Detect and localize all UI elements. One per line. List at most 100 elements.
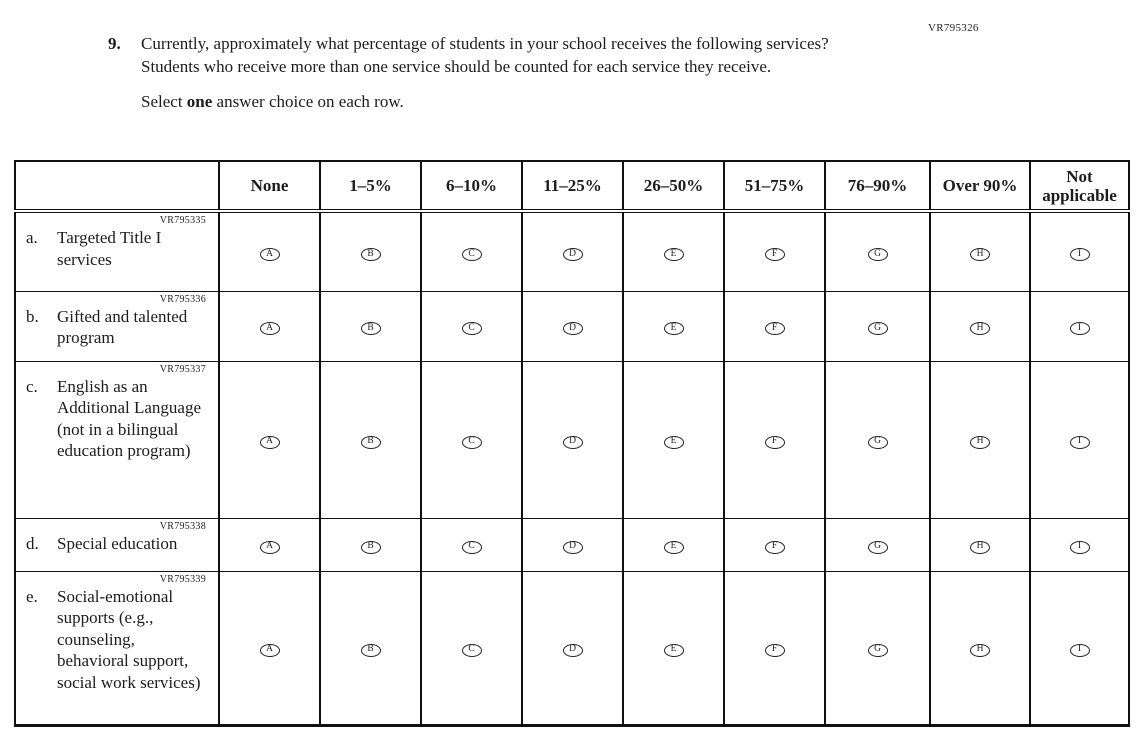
- answer-cell: I: [1029, 360, 1130, 519]
- answer-cell: D: [521, 360, 624, 519]
- column-header-none: None: [218, 160, 321, 213]
- option-bubble-d[interactable]: D: [562, 322, 583, 336]
- option-bubble-g[interactable]: G: [867, 322, 888, 336]
- option-bubble-b[interactable]: B: [360, 540, 381, 554]
- table-row: VR795336 b. Gifted and talented program …: [14, 290, 1130, 362]
- option-bubble-h[interactable]: H: [970, 540, 990, 554]
- row-label-text: Social-emotional supports (e.g., counsel…: [57, 586, 201, 692]
- header-blank-cell: [14, 160, 220, 213]
- row-label-cell: VR795337 c. English as an Additional Lan…: [14, 360, 220, 519]
- answer-cell: D: [521, 570, 624, 726]
- table-row: VR795339 e. Social-emotional supports (e…: [14, 570, 1130, 726]
- row-letter-prefix: e.: [26, 586, 38, 606]
- option-bubble-a[interactable]: A: [259, 435, 280, 449]
- option-bubble-f[interactable]: F: [764, 435, 785, 449]
- question-text: Currently, approximately what percentage…: [141, 34, 829, 76]
- option-bubble-d[interactable]: D: [562, 435, 583, 449]
- option-bubble-c[interactable]: C: [461, 435, 482, 449]
- option-bubble-g[interactable]: G: [867, 643, 888, 657]
- option-bubble-a[interactable]: A: [259, 643, 280, 657]
- option-bubble-a[interactable]: A: [259, 540, 280, 554]
- row-label-text: English as an Additional Language (not i…: [57, 376, 201, 461]
- row-vr-code: VR795335: [159, 215, 206, 226]
- option-bubble-f[interactable]: F: [764, 643, 785, 657]
- option-bubble-e[interactable]: E: [663, 643, 684, 657]
- column-header-1-5: 1–5%: [319, 160, 422, 213]
- option-bubble-b[interactable]: B: [360, 435, 381, 449]
- column-header-76-90: 76–90%: [824, 160, 931, 213]
- answer-cell: B: [319, 290, 422, 362]
- option-bubble-i[interactable]: I: [1069, 435, 1090, 449]
- option-bubble-b[interactable]: B: [360, 322, 381, 336]
- answer-cell: H: [929, 570, 1031, 726]
- answer-cell: H: [929, 290, 1031, 362]
- row-label-cell: VR795338 d. Special education: [14, 517, 220, 572]
- option-bubble-f[interactable]: F: [764, 322, 785, 336]
- answer-cell: I: [1029, 517, 1130, 572]
- answer-cell: H: [929, 210, 1031, 292]
- row-vr-code: VR795338: [159, 520, 206, 532]
- row-label-line: d. Special education: [16, 533, 218, 555]
- answer-cell: I: [1029, 290, 1130, 362]
- table-row: VR795338 d. Special education A B C D E F G H I: [14, 517, 1130, 572]
- question-number: 9.: [108, 34, 121, 53]
- column-header-11-25: 11–25%: [521, 160, 624, 213]
- instruction-suffix: answer choice on each row.: [212, 92, 404, 111]
- option-bubble-d[interactable]: D: [562, 540, 583, 554]
- table-row: VR795337 c. English as an Additional Lan…: [14, 360, 1130, 519]
- answer-cell: H: [929, 517, 1031, 572]
- answer-cell: C: [420, 570, 523, 726]
- column-header-26-50: 26–50%: [622, 160, 725, 213]
- option-bubble-e[interactable]: E: [663, 540, 684, 554]
- option-bubble-a[interactable]: A: [259, 322, 280, 336]
- option-bubble-i[interactable]: I: [1069, 643, 1090, 657]
- answer-cell: A: [218, 360, 321, 519]
- option-bubble-h[interactable]: H: [970, 247, 990, 261]
- page-vr-code: VR795326: [928, 22, 979, 34]
- option-bubble-f[interactable]: F: [764, 540, 785, 554]
- option-bubble-h[interactable]: H: [970, 322, 990, 336]
- option-bubble-i[interactable]: I: [1069, 540, 1090, 554]
- column-header-over-90: Over 90%: [929, 160, 1031, 213]
- option-bubble-d[interactable]: D: [562, 247, 583, 261]
- option-bubble-c[interactable]: C: [461, 247, 482, 261]
- row-letter-prefix: c.: [26, 376, 38, 396]
- row-label-line: e. Social-emotional supports (e.g., coun…: [16, 586, 218, 694]
- question-body: Currently, approximately what percentage…: [141, 32, 879, 113]
- option-bubble-b[interactable]: B: [360, 643, 381, 657]
- answer-cell: A: [218, 517, 321, 572]
- option-bubble-h[interactable]: H: [970, 435, 990, 449]
- row-label-text: Special education: [57, 533, 178, 553]
- column-header-51-75: 51–75%: [723, 160, 826, 213]
- option-bubble-i[interactable]: I: [1069, 322, 1090, 336]
- answer-cell: B: [319, 360, 422, 519]
- option-bubble-a[interactable]: A: [259, 247, 280, 261]
- answer-rows: VR795335 a. Targeted Title I services A B…: [14, 210, 1130, 726]
- header-row: None 1–5% 6–10% 11–25% 26–50% 51–75% 76–…: [14, 160, 1130, 213]
- option-bubble-b[interactable]: B: [360, 247, 381, 261]
- option-bubble-i[interactable]: I: [1069, 247, 1090, 261]
- option-bubble-c[interactable]: C: [461, 643, 482, 657]
- option-bubble-g[interactable]: G: [867, 247, 888, 261]
- option-bubble-g[interactable]: G: [867, 540, 888, 554]
- option-bubble-d[interactable]: D: [562, 643, 583, 657]
- option-bubble-g[interactable]: G: [867, 435, 888, 449]
- option-bubble-f[interactable]: F: [764, 247, 785, 261]
- row-vr-code: VR795337: [159, 363, 206, 375]
- option-bubble-e[interactable]: E: [663, 322, 684, 336]
- answer-cell: E: [622, 360, 725, 519]
- option-bubble-c[interactable]: C: [461, 540, 482, 554]
- option-bubble-e[interactable]: E: [663, 435, 684, 449]
- row-label-line: a. Targeted Title I services: [16, 227, 218, 270]
- option-bubble-e[interactable]: E: [663, 247, 684, 261]
- answer-cell: B: [319, 210, 422, 292]
- answer-cell: E: [622, 210, 725, 292]
- answer-cell: F: [723, 290, 826, 362]
- option-bubble-h[interactable]: H: [970, 643, 990, 657]
- answer-cell: D: [521, 517, 624, 572]
- row-vr-code: VR795336: [159, 293, 206, 305]
- row-label-cell: VR795339 e. Social-emotional supports (e…: [14, 570, 220, 726]
- option-bubble-c[interactable]: C: [461, 322, 482, 336]
- answer-cell: I: [1029, 210, 1130, 292]
